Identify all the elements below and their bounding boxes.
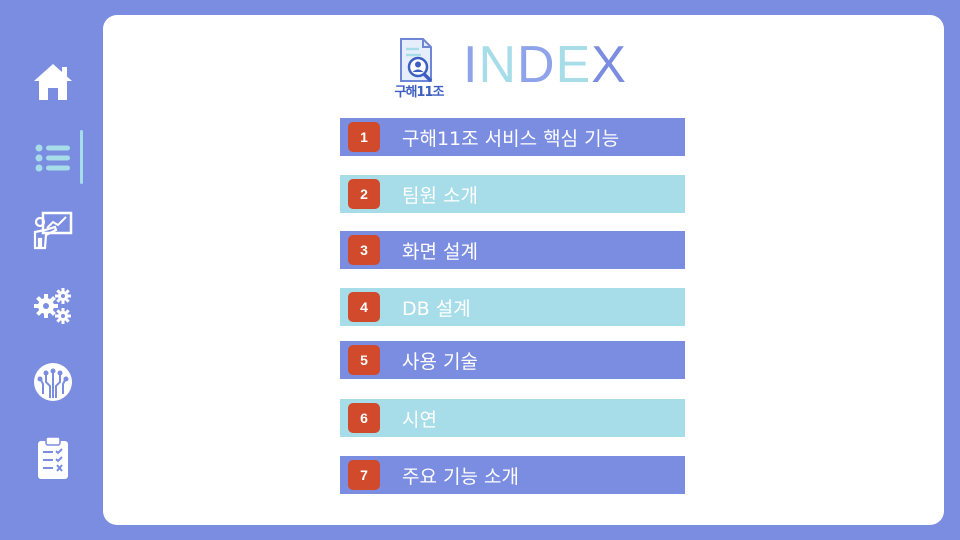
menu-item-label: 사용 기술	[402, 350, 478, 373]
menu-number-badge: 7	[348, 460, 380, 490]
page-title: INDEX	[463, 37, 627, 93]
title-letter: I	[463, 36, 479, 94]
menu-item-4[interactable]: 4 DB 설계	[340, 288, 685, 326]
nav-presentation[interactable]	[22, 204, 84, 256]
menu-number-badge: 5	[348, 345, 380, 375]
list-icon	[35, 144, 70, 172]
menu-item-label: 시연	[402, 408, 437, 431]
gears-icon	[34, 288, 71, 324]
menu-item-1[interactable]: 1 구해11조 서비스 핵심 기능	[340, 118, 685, 156]
title-letter: E	[555, 36, 592, 94]
menu-number-badge: 1	[348, 122, 380, 152]
document-search-icon	[400, 38, 433, 83]
title-letter: N	[478, 36, 518, 94]
menu-number-badge: 4	[348, 292, 380, 322]
menu-number-badge: 3	[348, 235, 380, 265]
main-card: 구해11조 INDEX 1 구해11조 서비스 핵심 기능 2 팀원 소개 3 …	[103, 15, 944, 525]
menu-item-label: DB 설계	[402, 297, 471, 320]
menu-item-label: 구해11조 서비스 핵심 기능	[402, 127, 620, 150]
menu-item-5[interactable]: 5 사용 기술	[340, 341, 685, 379]
menu-number-badge: 6	[348, 403, 380, 433]
menu-item-label: 화면 설계	[402, 240, 478, 263]
home-icon	[34, 64, 72, 100]
logo-text: 구해11조	[394, 85, 445, 100]
menu-item-7[interactable]: 7 주요 기능 소개	[340, 456, 685, 494]
title-letter: X	[591, 36, 627, 94]
title-letter: D	[517, 36, 556, 94]
nav-settings[interactable]	[22, 280, 84, 332]
nav-tech[interactable]	[22, 356, 84, 408]
clipboard-checklist-icon	[38, 436, 68, 479]
team-logo: 구해11조	[391, 37, 447, 101]
active-indicator	[80, 130, 83, 184]
nav-checklist[interactable]	[22, 432, 84, 484]
menu-item-6[interactable]: 6 시연	[340, 399, 685, 437]
menu-item-2[interactable]: 2 팀원 소개	[340, 175, 685, 213]
presentation-icon	[33, 211, 73, 250]
menu-item-label: 주요 기능 소개	[402, 465, 519, 488]
menu-item-label: 팀원 소개	[402, 184, 478, 207]
sidebar-nav	[0, 0, 103, 540]
nav-index[interactable]	[22, 132, 84, 184]
menu-number-badge: 2	[348, 179, 380, 209]
menu-item-3[interactable]: 3 화면 설계	[340, 231, 685, 269]
circuit-brain-icon	[34, 363, 72, 401]
nav-home[interactable]	[22, 56, 84, 108]
